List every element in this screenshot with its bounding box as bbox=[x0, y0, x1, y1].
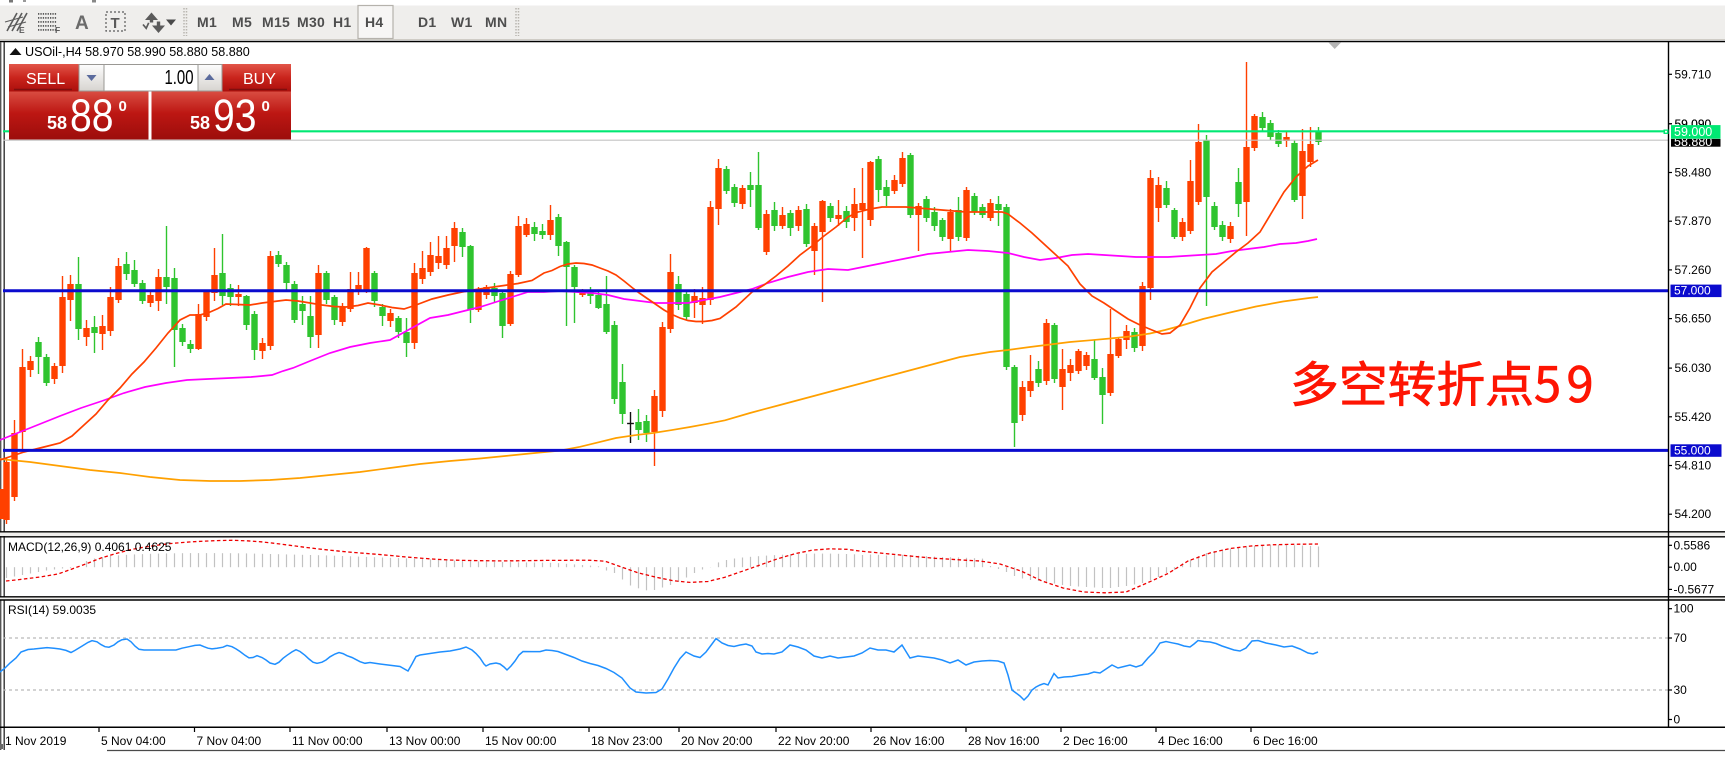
svg-text:H1: H1 bbox=[333, 14, 352, 30]
svg-text:E: E bbox=[19, 25, 25, 35]
svg-text:57.000: 57.000 bbox=[1674, 284, 1711, 298]
svg-text:6 Dec 16:00: 6 Dec 16:00 bbox=[1253, 734, 1318, 748]
svg-text:28 Nov 16:00: 28 Nov 16:00 bbox=[968, 734, 1040, 748]
svg-text:0: 0 bbox=[119, 98, 127, 115]
svg-text:M1: M1 bbox=[197, 14, 217, 30]
svg-text:RSI(14) 59.0035: RSI(14) 59.0035 bbox=[8, 603, 96, 617]
svg-text:13 Nov 00:00: 13 Nov 00:00 bbox=[389, 734, 461, 748]
svg-text:MN: MN bbox=[485, 14, 507, 30]
svg-text:2 Dec 16:00: 2 Dec 16:00 bbox=[1063, 734, 1128, 748]
svg-text:58.480: 58.480 bbox=[1675, 166, 1712, 180]
svg-text:58.880: 58.880 bbox=[1674, 135, 1712, 149]
svg-text:F: F bbox=[55, 25, 60, 35]
svg-text:SELL: SELL bbox=[26, 71, 65, 88]
svg-text:54.200: 54.200 bbox=[1675, 507, 1712, 521]
svg-text:7 Nov 04:00: 7 Nov 04:00 bbox=[197, 734, 262, 748]
svg-text:70: 70 bbox=[1674, 631, 1688, 645]
svg-text:30: 30 bbox=[1674, 683, 1688, 697]
svg-text:H4: H4 bbox=[365, 14, 384, 30]
svg-text:100: 100 bbox=[1674, 602, 1694, 616]
svg-text:1.00: 1.00 bbox=[165, 67, 194, 89]
svg-text:4 Dec 16:00: 4 Dec 16:00 bbox=[1158, 734, 1223, 748]
svg-text:57.870: 57.870 bbox=[1675, 214, 1712, 228]
svg-text:T: T bbox=[111, 15, 120, 32]
svg-text:W1: W1 bbox=[451, 14, 473, 30]
svg-text:15 Nov 00:00: 15 Nov 00:00 bbox=[485, 734, 557, 748]
svg-text:58: 58 bbox=[47, 113, 67, 133]
svg-text:11 Nov 00:00: 11 Nov 00:00 bbox=[292, 734, 363, 748]
svg-text:0: 0 bbox=[1674, 713, 1681, 727]
svg-text:USOil-,H4 58.970 58.990 58.88: USOil-,H4 58.970 58.990 58.880 58.880 bbox=[25, 45, 250, 59]
svg-text:0: 0 bbox=[262, 98, 270, 115]
svg-text:20 Nov 20:00: 20 Nov 20:00 bbox=[681, 734, 753, 748]
svg-text:55.420: 55.420 bbox=[1675, 410, 1712, 424]
svg-text:0.00: 0.00 bbox=[1674, 560, 1698, 574]
svg-text:1 Nov 2019: 1 Nov 2019 bbox=[5, 734, 67, 748]
svg-text:M15: M15 bbox=[262, 14, 290, 30]
svg-text:M5: M5 bbox=[232, 14, 252, 30]
svg-text:54.810: 54.810 bbox=[1675, 459, 1712, 473]
svg-text:56.650: 56.650 bbox=[1675, 312, 1712, 326]
svg-text:88: 88 bbox=[70, 90, 114, 141]
svg-text:26 Nov 16:00: 26 Nov 16:00 bbox=[873, 734, 945, 748]
svg-text:BUY: BUY bbox=[243, 71, 276, 88]
svg-text:D1: D1 bbox=[418, 14, 437, 30]
svg-text:58: 58 bbox=[190, 113, 210, 133]
svg-text:A: A bbox=[75, 13, 89, 34]
svg-text:93: 93 bbox=[213, 90, 257, 141]
svg-text:56.030: 56.030 bbox=[1675, 361, 1712, 375]
svg-text:M30: M30 bbox=[297, 14, 325, 30]
svg-text:18 Nov 23:00: 18 Nov 23:00 bbox=[591, 734, 663, 748]
svg-text:59.000: 59.000 bbox=[1674, 125, 1712, 139]
svg-text:5 Nov 04:00: 5 Nov 04:00 bbox=[101, 734, 166, 748]
svg-text:22 Nov 20:00: 22 Nov 20:00 bbox=[778, 734, 850, 748]
svg-text:-0.5677: -0.5677 bbox=[1674, 582, 1715, 596]
svg-text:59.710: 59.710 bbox=[1675, 67, 1712, 81]
svg-text:57.260: 57.260 bbox=[1675, 263, 1712, 277]
svg-text:0.5586: 0.5586 bbox=[1674, 538, 1711, 552]
svg-text:MACD(12,26,9) 0.4061 0.4625: MACD(12,26,9) 0.4061 0.4625 bbox=[8, 540, 172, 554]
svg-text:55.000: 55.000 bbox=[1674, 443, 1711, 457]
